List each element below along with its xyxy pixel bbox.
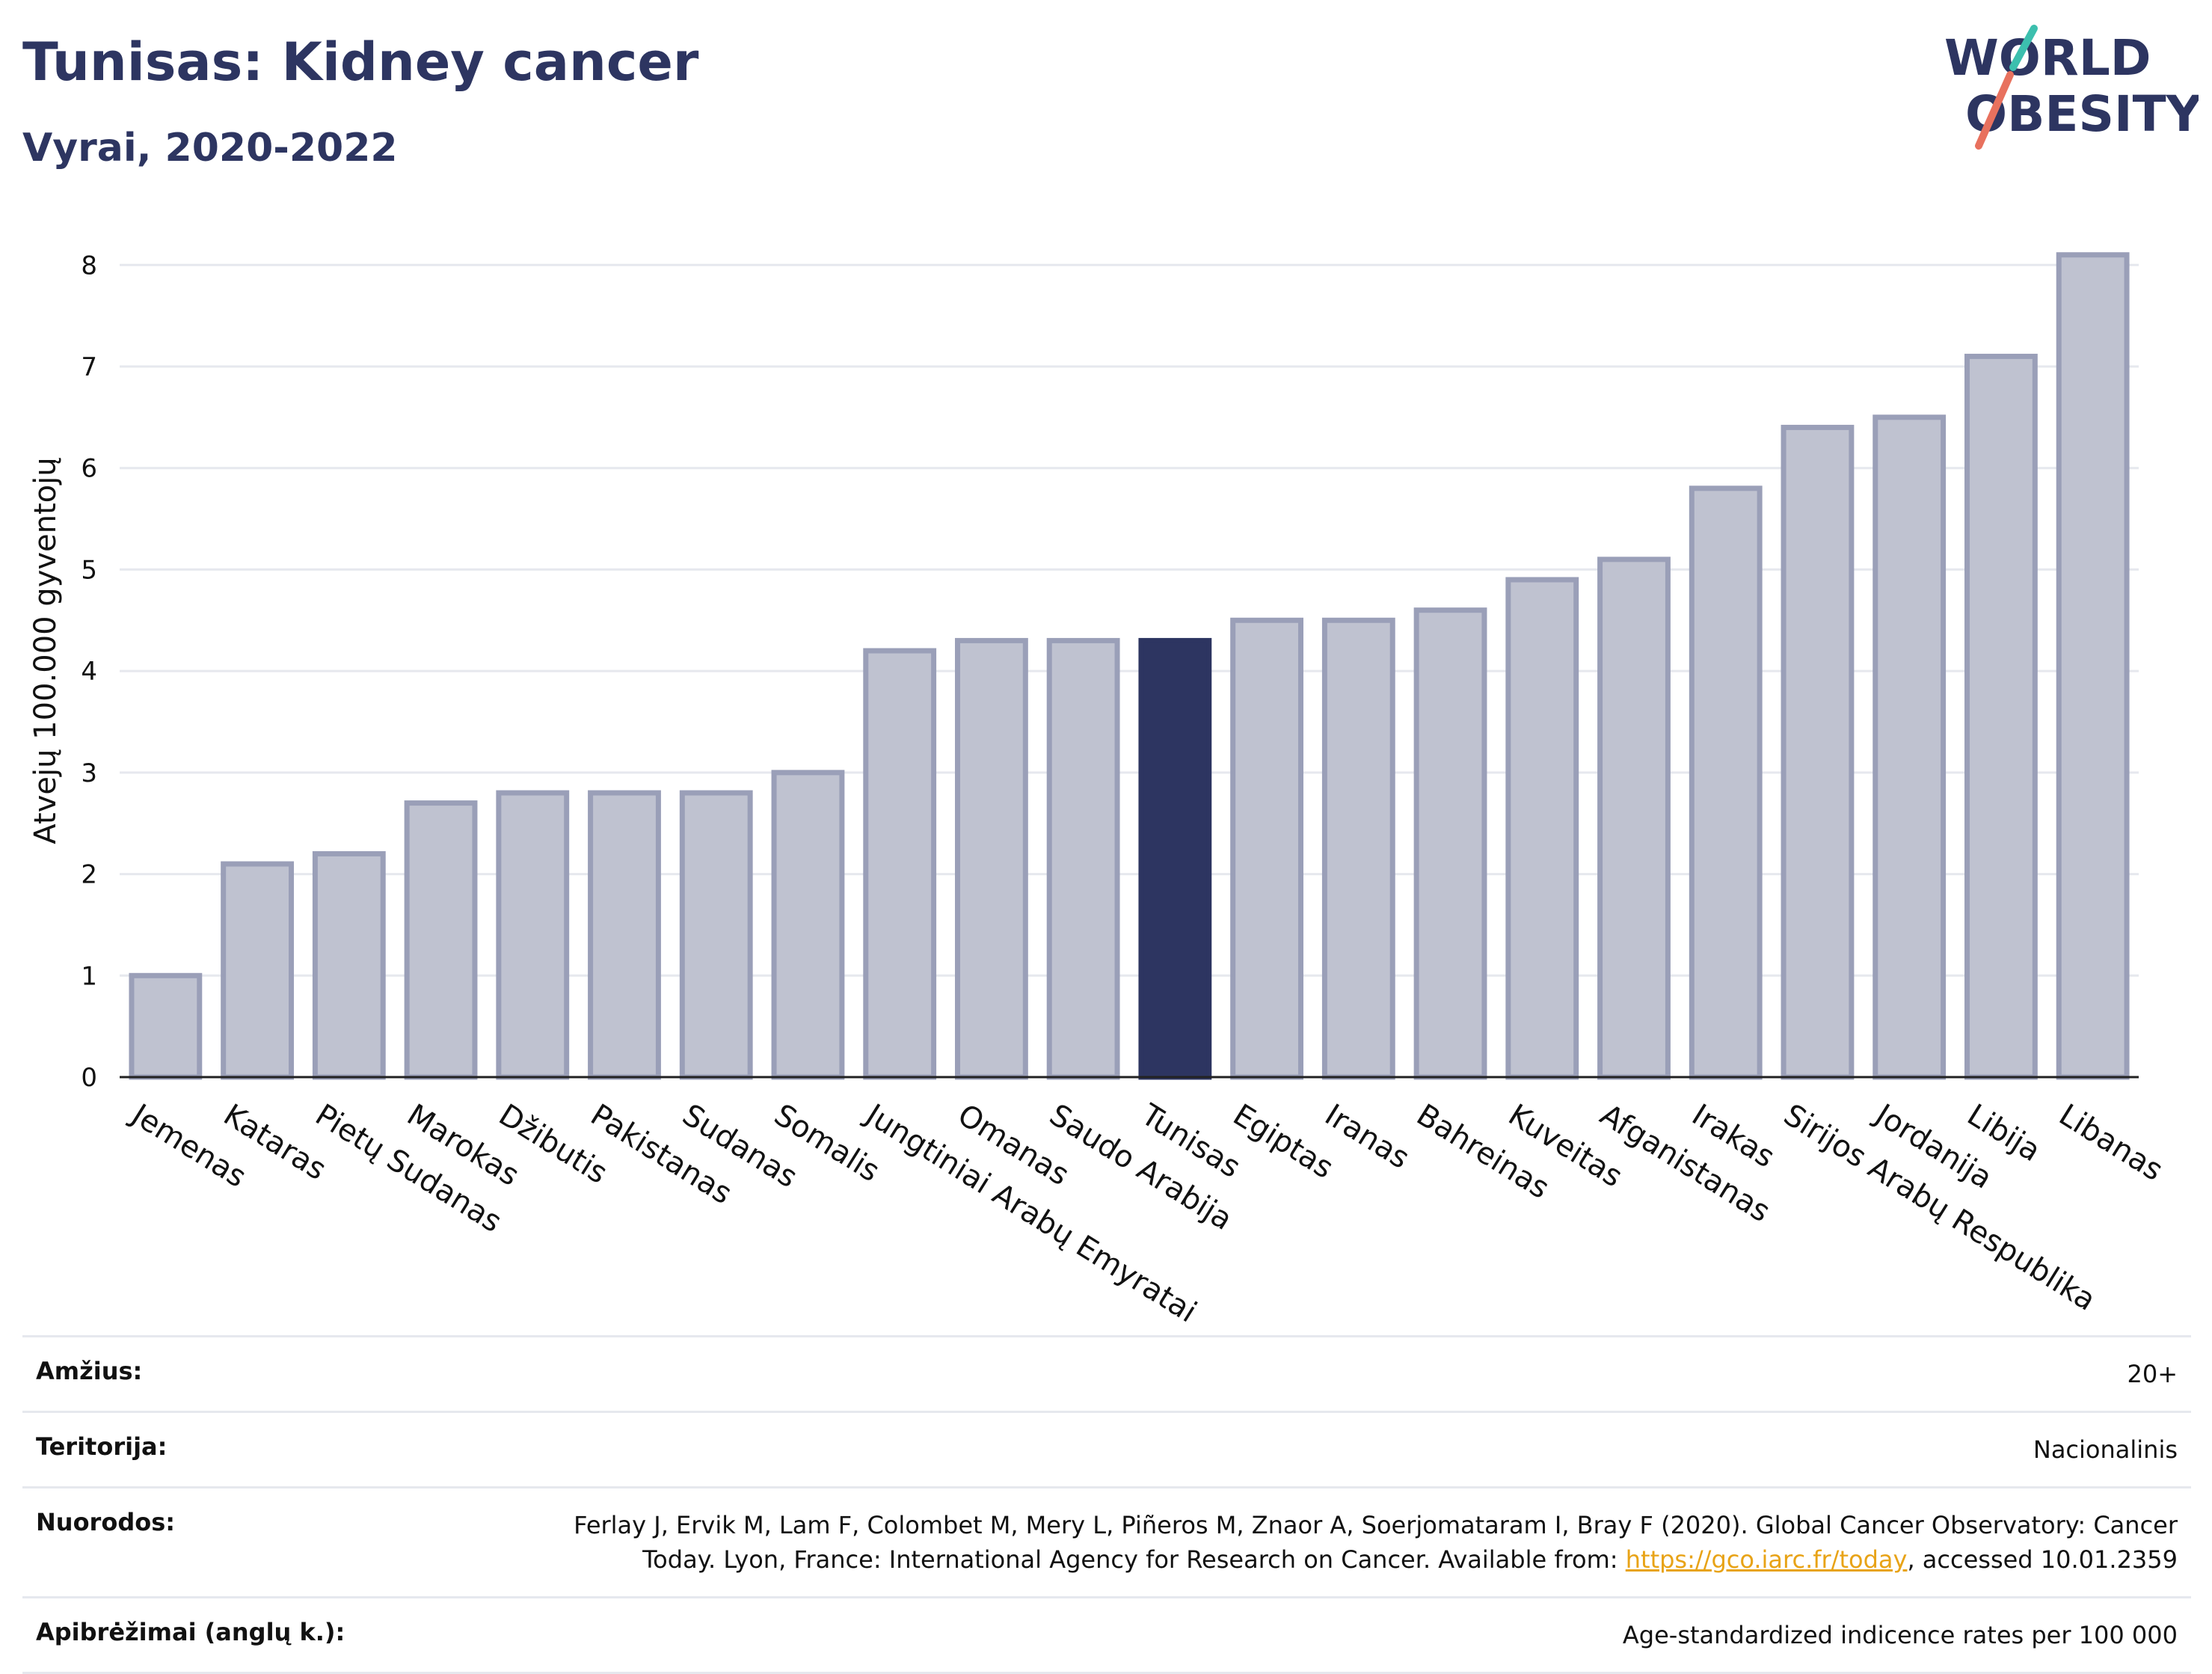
info-table: Amžius: 20+ Teritorija: Nacionalinis Nuo… bbox=[22, 1335, 2191, 1674]
y-axis-label: Atvejų 100.000 gyventojų bbox=[28, 457, 63, 844]
bar-libanas bbox=[2056, 252, 2130, 1080]
y-tick-label: 4 bbox=[81, 657, 97, 687]
bar-kuveitas bbox=[1505, 577, 1579, 1080]
reference-link[interactable]: https://gco.iarc.fr/today bbox=[1625, 1545, 1908, 1574]
bar-bahreinas bbox=[1413, 607, 1487, 1080]
y-tick-label: 3 bbox=[81, 758, 97, 788]
info-key: Nuorodos: bbox=[36, 1508, 176, 1536]
bar-kataras bbox=[221, 861, 295, 1080]
bar-jemenas bbox=[129, 972, 203, 1080]
bar-egiptas bbox=[1230, 617, 1303, 1080]
info-key: Amžius: bbox=[36, 1357, 143, 1385]
y-tick-label: 5 bbox=[81, 555, 97, 585]
y-tick-label: 7 bbox=[81, 352, 97, 382]
bar-afganistanas bbox=[1597, 557, 1671, 1080]
bar-iranas bbox=[1321, 617, 1395, 1080]
bar-piet-sudanas bbox=[312, 850, 386, 1080]
x-tick-label: Libanas bbox=[2053, 1097, 2169, 1188]
bar-tunisas bbox=[1138, 637, 1212, 1080]
chart-title: Tunisas: Kidney cancer bbox=[22, 31, 699, 93]
bar-libija bbox=[1964, 353, 2038, 1080]
y-tick-label: 8 bbox=[81, 251, 97, 280]
bar-sudanas bbox=[679, 790, 753, 1080]
info-key: Teritorija: bbox=[36, 1432, 168, 1461]
info-value: Nacionalinis bbox=[2033, 1435, 2178, 1464]
info-row-age: Amžius: 20+ bbox=[22, 1335, 2191, 1411]
chart-subtitle: Vyrai, 2020-2022 bbox=[22, 126, 398, 171]
bar-somalis bbox=[771, 770, 845, 1080]
info-row-territory: Teritorija: Nacionalinis bbox=[22, 1411, 2191, 1486]
bar-irakas bbox=[1689, 485, 1763, 1080]
bar-jordanija bbox=[1872, 414, 1947, 1080]
bar-marokas bbox=[404, 800, 478, 1080]
info-value: 20+ bbox=[2127, 1360, 2178, 1388]
bar-d-ibutis bbox=[496, 790, 570, 1080]
info-key: Apibrėžimai (anglų k.): bbox=[36, 1618, 345, 1646]
logo-line1: WORLD bbox=[1944, 29, 2151, 87]
x-tick-label: Egiptas bbox=[1227, 1097, 1339, 1186]
bar-sirijos-arab-respublika bbox=[1781, 424, 1855, 1080]
bar-jungtiniai-arab-emyratai bbox=[863, 648, 937, 1080]
y-tick-label: 2 bbox=[81, 860, 97, 890]
info-value: Age-standardized indicence rates per 100… bbox=[1622, 1621, 2178, 1649]
bar-pakistanas bbox=[588, 790, 661, 1080]
world-obesity-logo: WORLD OBESITY bbox=[1944, 25, 2199, 150]
reference-accessed: , accessed 10.01.2359 bbox=[1907, 1545, 2178, 1574]
bar-omanas bbox=[955, 637, 1028, 1080]
bar-saudo-arabija bbox=[1046, 637, 1120, 1080]
y-tick-label: 1 bbox=[81, 961, 97, 991]
info-row-definitions: Apibrėžimai (anglų k.): Age-standardized… bbox=[22, 1596, 2191, 1674]
info-value: Ferlay J, Ervik M, Lam F, Colombet M, Me… bbox=[570, 1508, 2178, 1577]
y-tick-label: 6 bbox=[81, 454, 97, 484]
info-row-references: Nuorodos: Ferlay J, Ervik M, Lam F, Colo… bbox=[22, 1486, 2191, 1596]
reference-text: Ferlay J, Ervik M, Lam F, Colombet M, Me… bbox=[574, 1511, 2178, 1574]
y-tick-label: 0 bbox=[81, 1063, 97, 1093]
